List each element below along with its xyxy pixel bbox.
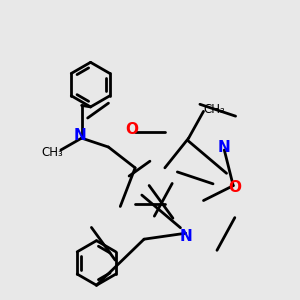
Text: N: N [179, 229, 192, 244]
Text: CH₃: CH₃ [203, 103, 225, 116]
Text: O: O [228, 180, 241, 195]
Text: N: N [218, 140, 231, 155]
Text: CH₃: CH₃ [41, 146, 63, 160]
Text: O: O [126, 122, 139, 137]
Text: N: N [74, 128, 86, 142]
